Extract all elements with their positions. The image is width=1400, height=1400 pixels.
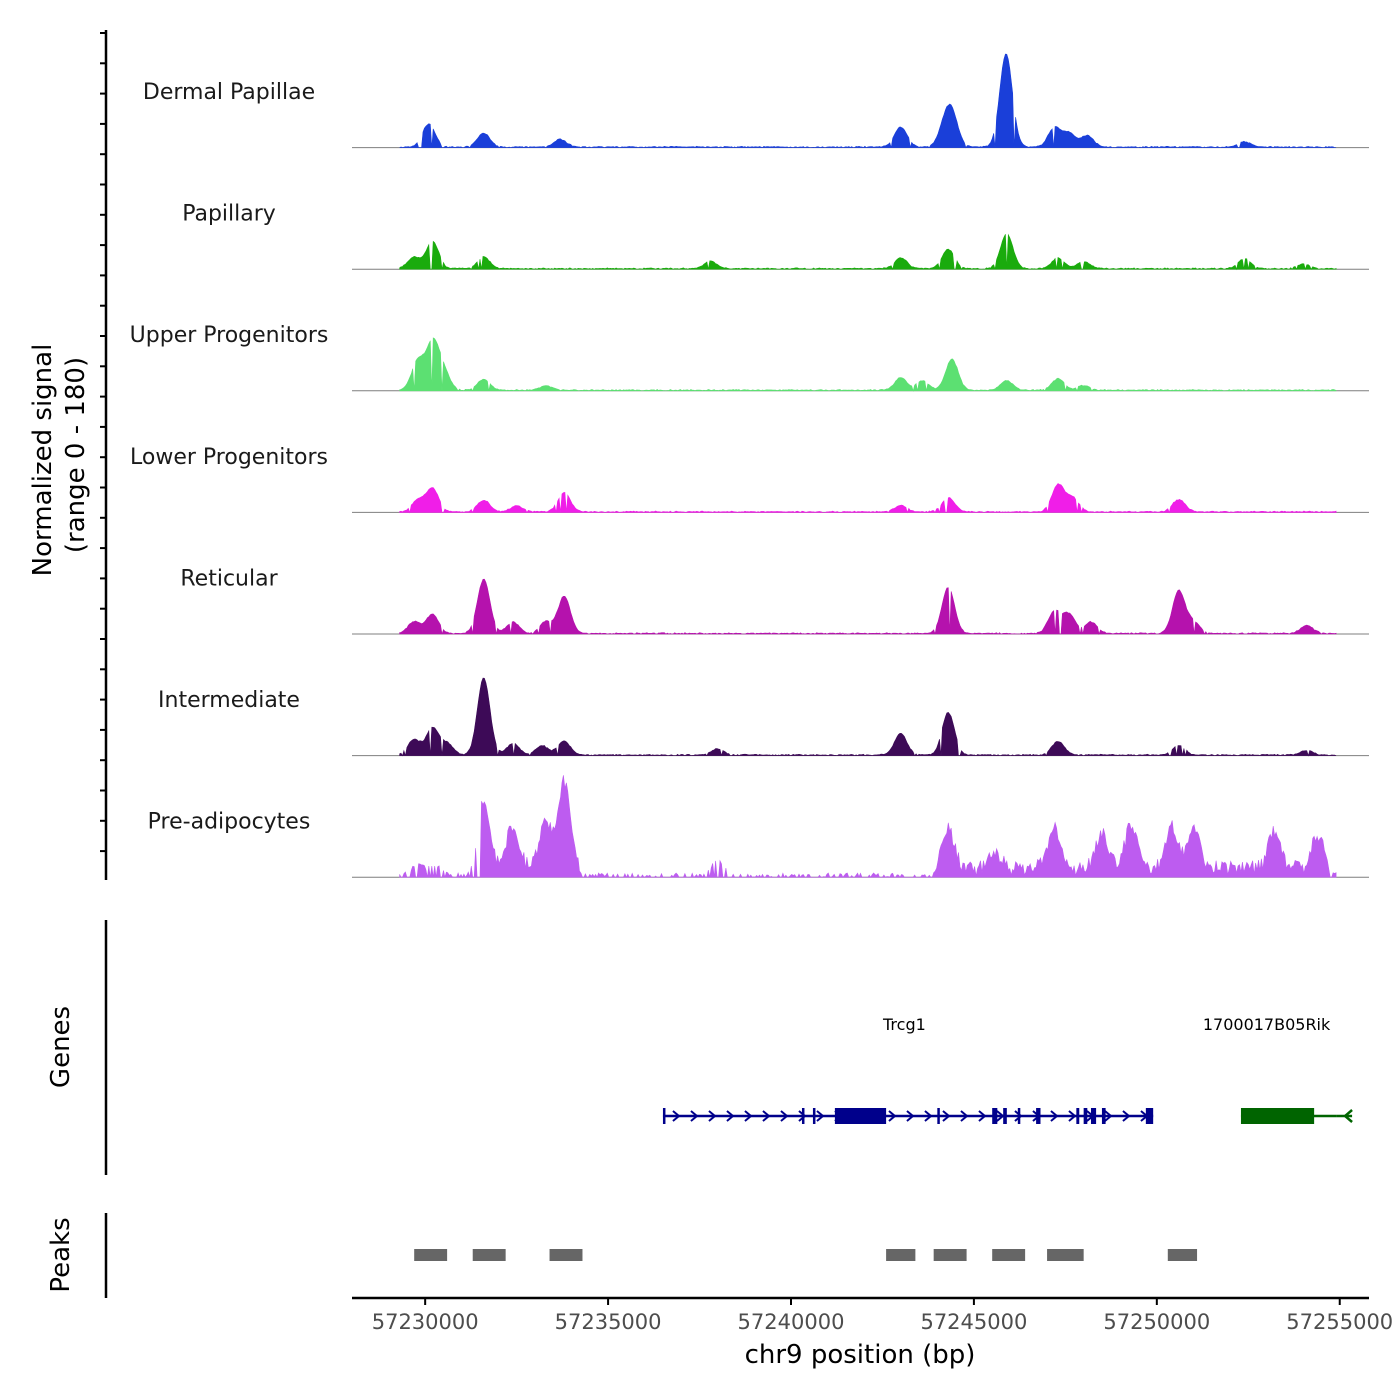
peak-region (414, 1249, 448, 1261)
strand-arrow (1068, 1110, 1077, 1122)
gene-exon (992, 1108, 998, 1124)
strand-arrow (978, 1110, 987, 1122)
y-axis-title: Normalized signal (28, 344, 58, 577)
strand-arrow (762, 1110, 771, 1122)
strand-arrow (1050, 1110, 1059, 1122)
genes-panel-title: Genes (46, 1006, 76, 1088)
track-label: Lower Progenitors (130, 445, 328, 470)
x-axis-ticks: 57230000 57235000 57240000 57245000 57250000… (372, 1298, 1393, 1334)
peak-region (992, 1249, 1026, 1261)
x-tick-label: 57240000 (738, 1310, 845, 1334)
peak-region (1047, 1249, 1084, 1261)
track-label: Pre-adipocytes (148, 810, 311, 835)
track-papillary: Papillary (182, 202, 1369, 271)
peak-regions (414, 1249, 1198, 1261)
gene-exon (1017, 1108, 1021, 1124)
track-label: Dermal Papillae (143, 80, 315, 105)
gene-label: Trcg1 (882, 1015, 926, 1034)
signal-area (399, 677, 1337, 757)
strand-arrow (1343, 1109, 1353, 1123)
x-tick-label: 57235000 (555, 1310, 662, 1334)
signal-area (399, 775, 1337, 878)
strand-arrow (960, 1110, 969, 1122)
peak-region (549, 1249, 583, 1261)
x-axis-title: chr9 position (bp) (745, 1340, 976, 1370)
signal-area (399, 233, 1337, 271)
gene-exon (801, 1108, 805, 1124)
gene-exon (662, 1108, 666, 1124)
strand-arrow (888, 1110, 897, 1122)
gene-exon (834, 1108, 887, 1124)
track-upper-progenitors: Upper Progenitors (130, 323, 1369, 392)
strand-arrow (798, 1110, 807, 1122)
gene-exon (1076, 1108, 1080, 1124)
strand-arrow (780, 1110, 789, 1122)
strand-arrow (924, 1110, 933, 1122)
strand-arrow (996, 1110, 1005, 1122)
track-label: Papillary (182, 202, 276, 227)
strand-arrow (1014, 1110, 1023, 1122)
track-reticular: Reticular (180, 566, 1369, 636)
gene-exon (937, 1108, 940, 1124)
signal-area (399, 53, 1337, 149)
peak-region (933, 1249, 967, 1261)
track-label: Reticular (180, 566, 278, 591)
strand-arrow (942, 1110, 951, 1122)
strand-arrow (744, 1110, 753, 1122)
gene-exon (1101, 1108, 1106, 1124)
gene-exon (1036, 1108, 1041, 1124)
gene-exon (1083, 1108, 1088, 1124)
strand-arrow (672, 1110, 681, 1122)
gene-exon (1090, 1108, 1097, 1124)
gene-label: 1700017B05Rik (1203, 1015, 1331, 1034)
gene-exon (1145, 1108, 1154, 1124)
gene-exon (812, 1108, 816, 1124)
peak-region (1167, 1249, 1198, 1261)
coverage-y-ticks (100, 32, 106, 853)
strand-arrow (906, 1110, 915, 1122)
gene-annotations: Trcg1 1700017B05Rik (662, 1015, 1353, 1124)
track-label: Upper Progenitors (130, 323, 329, 348)
peak-region (472, 1249, 506, 1261)
x-tick-label: 57230000 (372, 1310, 479, 1334)
y-axis-range: (range 0 - 180) (61, 357, 91, 553)
strand-arrow (816, 1110, 825, 1122)
track-dermal-papillae: Dermal Papillae (143, 53, 1369, 149)
gene-1700017b05rik: 1700017B05Rik (1203, 1015, 1353, 1124)
peak-region (886, 1249, 916, 1261)
signal-area (399, 483, 1337, 514)
strand-arrow (1104, 1110, 1113, 1122)
peaks-panel-title: Peaks (46, 1217, 76, 1292)
coverage-y-axis (100, 30, 108, 880)
signal-area (399, 578, 1337, 636)
x-axis: 57230000 57235000 57240000 57245000 57250000… (352, 1296, 1393, 1334)
track-lower-progenitors: Lower Progenitors (130, 445, 1369, 514)
strand-arrow (1122, 1110, 1131, 1122)
strand-arrow (690, 1110, 699, 1122)
signal-area (399, 337, 1337, 392)
gene-exon (1240, 1108, 1315, 1124)
track-intermediate: Intermediate (158, 677, 1369, 757)
x-tick-label: 57250000 (1103, 1310, 1210, 1334)
x-tick-label: 57255000 (1286, 1310, 1393, 1334)
track-label: Intermediate (158, 688, 300, 713)
coverage-tracks: Dermal Papillae Papillary Upper Progenitor… (130, 53, 1369, 878)
track-pre-adipocytes: Pre-adipocytes (148, 775, 1369, 878)
gene-trcg1: Trcg1 (662, 1015, 1154, 1124)
gene-exon (1003, 1108, 1007, 1124)
strand-arrow (708, 1110, 717, 1122)
strand-arrow (726, 1110, 735, 1122)
x-tick-label: 57245000 (920, 1310, 1027, 1334)
